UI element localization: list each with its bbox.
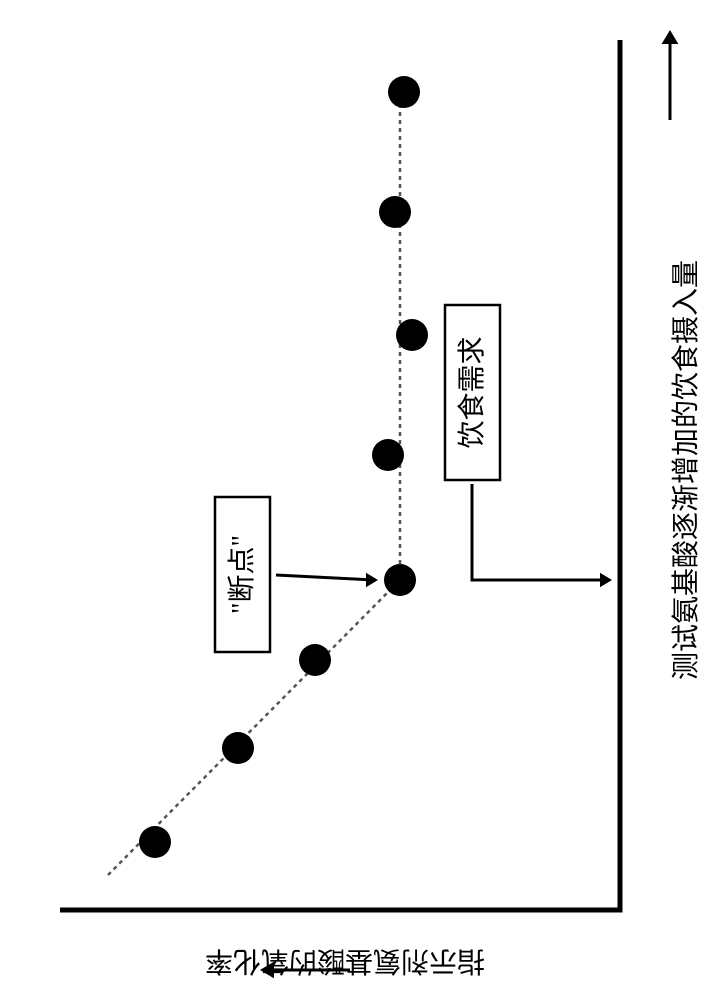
y-axis-label: 指示剂氨基酸的氧化率 (205, 945, 485, 977)
rotated-chart-wrapper: 测试氨基酸逐渐增加的饮食摄入量指示剂氨基酸的氧化率 "断点" 饮食需求 (0, 0, 707, 1000)
chart-svg: 测试氨基酸逐渐增加的饮食摄入量指示剂氨基酸的氧化率 "断点" 饮食需求 (0, 0, 707, 1000)
breakpoint-arrow (276, 575, 374, 580)
requirement-arrow (472, 484, 608, 580)
x-axis-label: 测试氨基酸逐渐增加的饮食摄入量 (670, 260, 702, 680)
data-point (379, 196, 411, 228)
breakpoint-callout-text: "断点" (226, 535, 258, 614)
data-point (139, 826, 171, 858)
page-stage: 测试氨基酸逐渐增加的饮食摄入量指示剂氨基酸的氧化率 "断点" 饮食需求 (0, 0, 707, 1000)
data-point (299, 644, 331, 676)
data-point (384, 564, 416, 596)
data-point (388, 76, 420, 108)
data-point (222, 732, 254, 764)
requirement-callout-text: 饮食需求 (456, 336, 488, 448)
data-point (396, 319, 428, 351)
data-point (372, 439, 404, 471)
axes (60, 40, 620, 910)
